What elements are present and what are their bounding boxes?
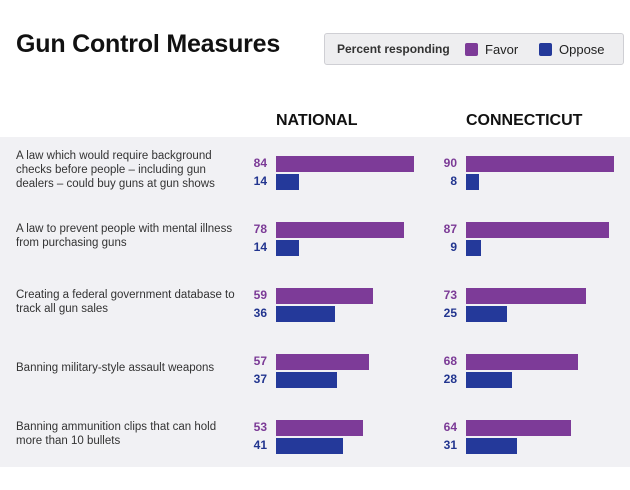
connecticut-oppose-value: 25	[443, 306, 457, 320]
question-label: Creating a federal government database t…	[16, 289, 235, 315]
national-oppose-value: 41	[253, 438, 267, 452]
connecticut-favor-bar	[466, 288, 586, 304]
connecticut-favor-value: 68	[443, 354, 457, 368]
national-oppose-value: 37	[253, 372, 267, 386]
legend: Percent responding Favor Oppose	[324, 33, 624, 65]
national-oppose-bar	[276, 438, 343, 454]
national-favor-value: 57	[253, 354, 267, 368]
connecticut-oppose-bar	[466, 306, 507, 322]
connecticut-favor-bar	[466, 156, 614, 172]
question-label: A law to prevent people with mental illn…	[16, 223, 233, 249]
national-oppose-value: 36	[253, 306, 267, 320]
column-header-connecticut: CONNECTICUT	[466, 112, 583, 129]
question-label: A law which would require background che…	[16, 150, 215, 190]
national-favor-bar	[276, 354, 369, 370]
national-favor-value: 53	[253, 420, 267, 434]
favor-swatch	[465, 43, 478, 56]
national-favor-value: 84	[253, 156, 267, 170]
national-favor-bar	[276, 222, 404, 238]
connecticut-favor-value: 90	[443, 156, 457, 170]
national-oppose-value: 14	[253, 174, 267, 188]
national-oppose-bar	[276, 240, 299, 256]
connecticut-favor-value: 73	[443, 288, 457, 302]
chart-title: Gun Control Measures	[16, 30, 281, 58]
connecticut-oppose-bar	[466, 438, 517, 454]
national-oppose-bar	[276, 174, 299, 190]
question-label: Banning military-style assault weapons	[16, 362, 215, 374]
national-favor-value: 59	[253, 288, 267, 302]
connecticut-oppose-value: 31	[443, 438, 457, 452]
legend-oppose-label: Oppose	[559, 42, 605, 57]
oppose-swatch	[539, 43, 552, 56]
legend-favor-label: Favor	[485, 42, 519, 57]
connecticut-oppose-value: 28	[443, 372, 457, 386]
connecticut-favor-bar	[466, 222, 609, 238]
connecticut-favor-value: 87	[443, 222, 457, 236]
national-favor-value: 78	[253, 222, 267, 236]
connecticut-favor-value: 64	[443, 420, 457, 434]
national-oppose-bar	[276, 306, 335, 322]
connecticut-oppose-value: 9	[450, 240, 457, 254]
national-favor-bar	[276, 288, 373, 304]
national-favor-bar	[276, 420, 363, 436]
connecticut-oppose-bar	[466, 174, 479, 190]
connecticut-oppose-value: 8	[450, 174, 457, 188]
connecticut-favor-bar	[466, 420, 571, 436]
connecticut-oppose-bar	[466, 240, 481, 256]
legend-title: Percent responding	[337, 42, 450, 56]
column-header-national: NATIONAL	[276, 112, 358, 129]
national-favor-bar	[276, 156, 414, 172]
question-label: Banning ammunition clips that can hold m…	[16, 421, 217, 447]
connecticut-favor-bar	[466, 354, 578, 370]
connecticut-oppose-bar	[466, 372, 512, 388]
national-oppose-bar	[276, 372, 337, 388]
national-oppose-value: 14	[253, 240, 267, 254]
